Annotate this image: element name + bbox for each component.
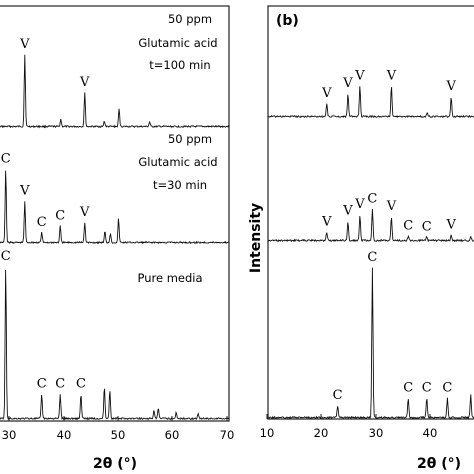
peak-label-c: C	[422, 219, 432, 234]
peak-label-c: C	[367, 250, 377, 265]
peak-label-v: V	[386, 69, 397, 84]
peak-label-v: V	[19, 37, 30, 52]
plot-frame-0	[0, 5, 230, 422]
series-trace-0	[0, 54, 230, 129]
series-trace-1	[267, 208, 474, 243]
y-axis-label: Intensity	[248, 203, 264, 273]
x-tick-label-30: 30	[2, 428, 17, 442]
x-tick-label-20: 20	[314, 426, 329, 440]
peak-label-c: C	[333, 388, 343, 403]
series-annotation: t=100 min	[149, 58, 210, 72]
x-tick-label-10: 10	[260, 426, 275, 440]
peak-label-v: V	[342, 204, 353, 219]
series-annotation: 50 ppm	[168, 12, 212, 26]
plot-frame-1	[267, 5, 474, 420]
panel-a: 30 40 50 60 70 2θ (°) V V 50 ppm Glutamic acid t=1…	[0, 5, 235, 472]
x-tick-label-70: 70	[220, 428, 235, 442]
series-annotation: Glutamic acid	[138, 36, 217, 50]
peak-label-c: C	[422, 381, 432, 396]
peak-label-c: C	[55, 377, 65, 392]
peak-label-c: C	[1, 151, 11, 166]
peak-label-v: V	[321, 86, 332, 101]
peak-label-c: C	[403, 381, 413, 396]
peak-label-c: C	[403, 218, 413, 233]
series-annotation: t=30 min	[153, 178, 207, 192]
x-tick-label-50: 50	[111, 428, 126, 442]
peak-label-c: C	[55, 208, 65, 223]
peak-label-v: V	[79, 205, 90, 220]
series-annotation: Pure media	[137, 271, 202, 285]
peak-label-v: V	[445, 79, 456, 94]
peak-label-c: C	[37, 215, 47, 230]
x-axis-label: 2θ (°)	[93, 456, 137, 472]
peak-label-v: V	[321, 215, 332, 230]
peak-label-v: V	[445, 217, 456, 232]
x-tick-label-40: 40	[423, 426, 438, 440]
series-trace-2	[268, 267, 474, 420]
series-trace-0	[267, 86, 474, 119]
peak-label-c: C	[367, 192, 377, 207]
peak-label-v: V	[354, 197, 365, 212]
series-annotation: 50 ppm	[168, 132, 212, 146]
peak-label-v: V	[386, 199, 397, 214]
series-trace-2	[0, 269, 230, 421]
peak-label-v: V	[79, 75, 90, 90]
series-annotation: Glutamic acid	[138, 155, 217, 169]
peak-label-c: C	[1, 249, 11, 264]
panel-label: (b)	[276, 13, 299, 29]
peak-label-c: C	[442, 381, 452, 396]
series-trace-1	[0, 170, 230, 245]
x-tick-label-60: 60	[165, 428, 180, 442]
peak-label-c: C	[37, 377, 47, 392]
peak-label-v: V	[19, 184, 30, 199]
peak-label-v: V	[354, 69, 365, 84]
x-tick-label-40: 40	[57, 428, 72, 442]
x-axis-label: 2θ (°)	[417, 456, 461, 472]
peak-label-c: C	[76, 377, 86, 392]
x-tick-label-30: 30	[369, 426, 384, 440]
peak-label-v: V	[342, 76, 353, 91]
